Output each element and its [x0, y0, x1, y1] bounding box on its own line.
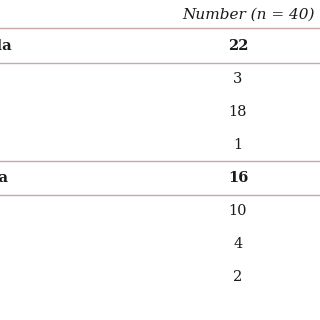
Text: 18: 18 [229, 105, 247, 119]
Text: 4: 4 [233, 237, 243, 251]
Text: 1: 1 [233, 138, 243, 152]
Text: Intersphincteric fistula: Intersphincteric fistula [0, 39, 12, 53]
Text: 22: 22 [228, 39, 248, 53]
Text: Number (n = 40): Number (n = 40) [182, 8, 315, 22]
Text: 16: 16 [228, 171, 248, 185]
Text: 3: 3 [233, 72, 243, 86]
Text: 10: 10 [229, 204, 247, 218]
Text: 2: 2 [233, 270, 243, 284]
Text: Transphincteric fistula: Transphincteric fistula [0, 171, 8, 185]
